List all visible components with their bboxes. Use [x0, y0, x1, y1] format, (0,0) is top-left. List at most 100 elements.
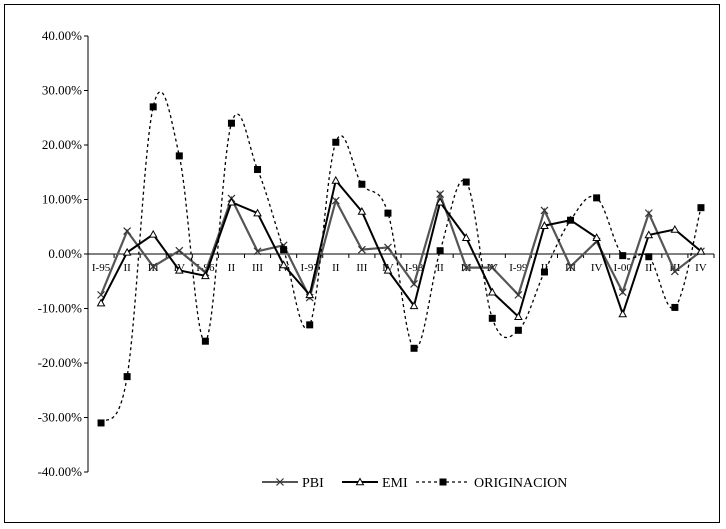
data-point-pbi: [436, 190, 445, 198]
data-point-pbi: [566, 262, 575, 271]
y-tick-label: -30.00%: [38, 410, 83, 425]
marker-x-stroke: [436, 190, 445, 198]
y-tick-label: 0.00%: [48, 246, 82, 261]
x-tick-label: II: [228, 262, 236, 274]
data-point-pbi: [123, 227, 132, 236]
data-point-pbi: [540, 206, 549, 215]
data-point-originacion: [97, 419, 105, 427]
data-point-emi: [461, 233, 471, 241]
data-point-emi: [201, 271, 210, 280]
x-tick-label: II: [541, 262, 549, 274]
x-tick-label: IV: [695, 262, 707, 274]
x-tick-label: I-95: [92, 262, 111, 274]
data-point-originacion: [175, 152, 183, 160]
data-point-originacion: [384, 209, 392, 217]
data-point-pbi: [149, 262, 158, 271]
data-point-originacion: [254, 166, 262, 174]
data-point-originacion: [697, 204, 705, 212]
data-point-originacion: [306, 321, 314, 329]
data-point-originacion: [149, 103, 157, 111]
marker-x-stroke: [566, 262, 575, 271]
data-point-emi: [357, 206, 367, 215]
marker-x-stroke: [123, 227, 132, 236]
marker-x-stroke: [97, 290, 105, 299]
legend-label: PBI: [302, 476, 324, 491]
data-point-pbi: [175, 246, 184, 255]
marker-x-stroke: [149, 262, 158, 271]
data-point-originacion: [567, 216, 575, 224]
marker-x-stroke: [670, 267, 679, 276]
marker-x-stroke: [462, 263, 471, 272]
data-point-originacion: [540, 268, 548, 276]
data-point-pbi: [410, 280, 418, 288]
data-point-originacion: [358, 180, 366, 188]
data-point-originacion: [671, 303, 679, 311]
data-point-originacion: [410, 344, 418, 352]
legend-swatch-marker: [439, 478, 447, 486]
data-point-emi: [331, 175, 341, 184]
data-point-pbi: [488, 263, 497, 272]
data-point-originacion: [280, 246, 288, 254]
data-point-pbi: [670, 267, 679, 276]
y-tick-label: 20.00%: [42, 137, 82, 152]
x-tick-label: II: [436, 262, 444, 274]
data-point-emi: [644, 230, 654, 239]
legend-swatch-marker: [276, 478, 284, 486]
marker-x-stroke: [540, 206, 549, 215]
x-tick-label: II: [645, 262, 653, 274]
data-point-emi: [122, 247, 132, 256]
data-point-originacion: [201, 337, 209, 345]
data-point-pbi: [357, 245, 366, 254]
x-tick-label: IV: [591, 262, 603, 274]
marker-x-stroke: [276, 478, 284, 486]
series-emi: [96, 175, 706, 320]
data-point-emi: [383, 265, 393, 274]
data-point-emi: [227, 197, 236, 206]
data-point-pbi: [618, 288, 627, 297]
x-tick-label: III: [565, 262, 576, 274]
data-point-originacion: [332, 138, 340, 146]
marker-x-stroke: [644, 209, 653, 218]
legend-label: ORIGINACION: [474, 476, 567, 491]
legend-label: EMI: [382, 476, 408, 491]
marker-x-stroke: [331, 196, 340, 205]
x-tick-label: I-96: [196, 262, 215, 274]
data-point-pbi: [384, 243, 392, 252]
data-point-originacion: [436, 247, 444, 255]
data-point-emi: [670, 224, 680, 233]
marker-x-stroke: [357, 245, 366, 254]
data-point-originacion: [619, 252, 627, 260]
data-point-originacion: [227, 119, 235, 127]
data-point-originacion: [462, 178, 470, 186]
data-point-emi: [279, 260, 288, 269]
data-point-emi: [487, 287, 497, 296]
data-point-emi: [592, 233, 601, 241]
legend-item-pbi: PBI: [262, 476, 324, 491]
marker-x-stroke: [514, 290, 523, 299]
x-tick-label: II: [123, 262, 131, 274]
data-point-pbi: [644, 209, 653, 218]
legend-swatch-marker: [355, 477, 365, 486]
marker-x-stroke: [253, 247, 262, 256]
y-tick-label: 40.00%: [42, 28, 82, 43]
data-point-originacion: [123, 373, 131, 381]
data-point-pbi: [253, 247, 262, 256]
legend: PBI EMI ORIGINACION: [262, 476, 567, 491]
data-point-emi: [148, 229, 158, 238]
legend-item-originacion: ORIGINACION: [416, 476, 567, 491]
y-tick-label: 30.00%: [42, 83, 82, 98]
data-point-originacion: [593, 194, 601, 202]
data-point-emi: [96, 298, 106, 307]
chart-frame: [4, 4, 720, 523]
marker-x-stroke: [175, 246, 184, 255]
x-tick-label: III: [356, 262, 367, 274]
y-tick-label: -20.00%: [38, 355, 83, 370]
data-point-emi: [305, 290, 315, 299]
data-point-emi: [514, 312, 523, 320]
data-point-emi: [540, 221, 549, 229]
marker-x-stroke: [410, 280, 418, 288]
data-point-emi: [253, 208, 262, 217]
marker-x-stroke: [384, 243, 392, 252]
data-point-originacion: [514, 326, 522, 334]
